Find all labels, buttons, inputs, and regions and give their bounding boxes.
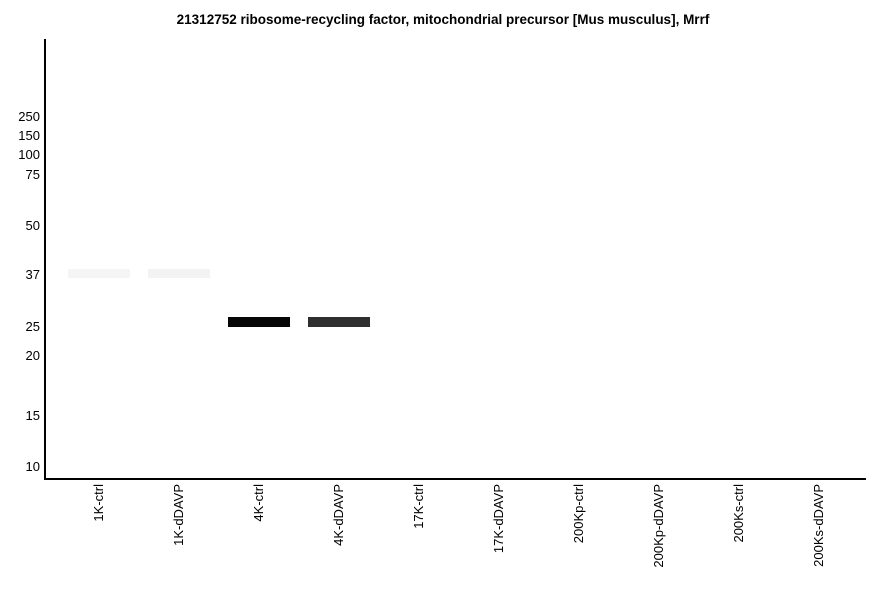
y-tick-label-25kda: 25 xyxy=(25,319,40,334)
y-tick-label-37kda: 37 xyxy=(25,267,40,282)
y-axis-line xyxy=(44,39,46,480)
lane-label-text: 200Kp-ctrl xyxy=(571,484,586,544)
y-tick-label-150kda: 150 xyxy=(18,128,40,143)
y-tick-label-20kda: 20 xyxy=(25,348,40,363)
lane-label-text: 17K-ctrl xyxy=(411,484,426,529)
lane-label-200Ks-dDAVP: 200Ks-dDAVP xyxy=(811,484,827,584)
lane-label-1K-dDAVP: 1K-dDAVP xyxy=(171,484,187,584)
y-tick-label-100kda: 100 xyxy=(18,147,40,162)
lane-label-17K-ctrl: 17K-ctrl xyxy=(411,484,427,584)
lane-label-text: 4K-dDAVP xyxy=(331,484,346,546)
protein-band-1K-dDAVP-37kda xyxy=(148,269,210,278)
lane-label-text: 1K-ctrl xyxy=(91,484,106,522)
lane-label-text: 200Kp-dDAVP xyxy=(651,484,666,568)
chart-title: 21312752 ribosome-recycling factor, mito… xyxy=(176,12,710,27)
protein-band-4K-ctrl-25kda xyxy=(228,317,290,327)
lane-label-text: 4K-ctrl xyxy=(251,484,266,522)
lane-label-text: 200Ks-dDAVP xyxy=(811,484,826,567)
y-tick-label-15kda: 15 xyxy=(25,408,40,423)
lane-label-17K-dDAVP: 17K-dDAVP xyxy=(491,484,507,584)
lane-label-4K-dDAVP: 4K-dDAVP xyxy=(331,484,347,584)
lane-label-text: 17K-dDAVP xyxy=(491,484,506,554)
lane-label-200Kp-dDAVP: 200Kp-dDAVP xyxy=(651,484,667,584)
y-tick-label-50kda: 50 xyxy=(25,218,40,233)
lane-label-200Kp-ctrl: 200Kp-ctrl xyxy=(571,484,587,584)
lane-label-200Ks-ctrl: 200Ks-ctrl xyxy=(731,484,747,584)
y-tick-label-10kda: 10 xyxy=(25,459,40,474)
protein-band-4K-dDAVP-25kda xyxy=(308,317,370,327)
lane-label-1K-ctrl: 1K-ctrl xyxy=(91,484,107,584)
y-tick-label-75kda: 75 xyxy=(25,167,40,182)
lane-label-text: 200Ks-ctrl xyxy=(731,484,746,543)
lane-label-text: 1K-dDAVP xyxy=(171,484,186,546)
y-tick-label-250kda: 250 xyxy=(18,109,40,124)
lane-label-4K-ctrl: 4K-ctrl xyxy=(251,484,267,584)
protein-band-1K-ctrl-37kda xyxy=(68,269,130,278)
x-axis-line xyxy=(44,478,866,480)
